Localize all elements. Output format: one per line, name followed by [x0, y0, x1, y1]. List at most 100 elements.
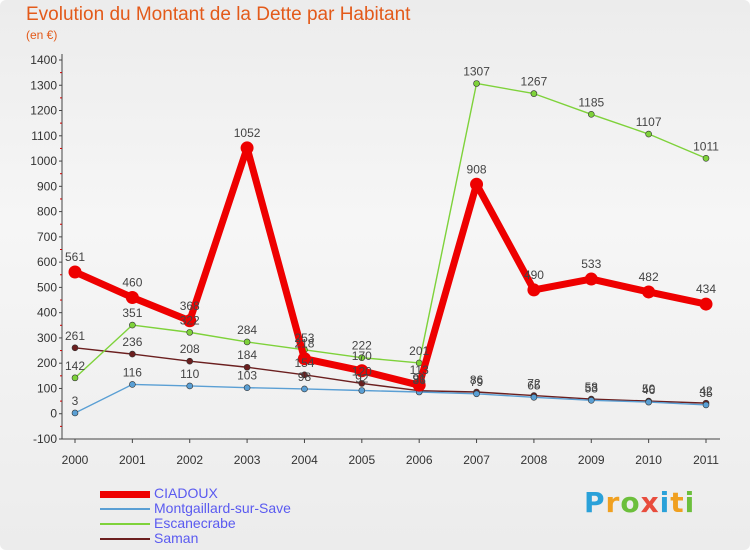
- data-point: [125, 291, 139, 305]
- data-label: 92: [355, 371, 369, 385]
- data-label: 72: [527, 377, 541, 391]
- data-label: 170: [352, 349, 372, 363]
- data-label: 184: [237, 348, 257, 362]
- y-tick-label: 1400: [30, 53, 57, 67]
- data-label: 42: [699, 384, 713, 398]
- y-tick-label: 700: [37, 230, 57, 244]
- data-point: [645, 398, 652, 406]
- data-label: 368: [180, 299, 200, 313]
- data-label: 86: [413, 373, 427, 387]
- data-label: 208: [180, 342, 200, 356]
- data-point: [530, 90, 538, 97]
- logo-letter: x: [640, 486, 660, 519]
- data-point: [186, 357, 194, 365]
- data-point: [702, 401, 710, 409]
- data-point: [699, 297, 713, 311]
- series-line-2: [74, 82, 707, 379]
- x-tick-label: 2007: [463, 453, 490, 467]
- data-point: [642, 285, 656, 299]
- data-point: [71, 374, 79, 382]
- data-label: 1267: [521, 75, 548, 89]
- legend-label: Escanecrabe: [154, 515, 236, 531]
- data-point: [473, 390, 480, 398]
- data-label: 1185: [578, 95, 604, 109]
- data-label: 35: [699, 386, 713, 400]
- data-label: 113: [410, 363, 429, 377]
- data-point: [129, 321, 136, 329]
- data-label: 50: [642, 382, 656, 396]
- x-tick-label: 2010: [635, 453, 662, 467]
- data-point: [129, 350, 136, 358]
- data-point: [645, 130, 652, 138]
- legend-label: Montgaillard-sur-Save: [154, 500, 291, 516]
- data-label: 1307: [463, 64, 490, 78]
- data-point: [186, 329, 194, 336]
- data-point: [243, 363, 251, 371]
- data-label: 218: [294, 337, 314, 351]
- data-point: [527, 283, 541, 297]
- data-point: [186, 382, 194, 390]
- data-label: 1052: [234, 126, 261, 140]
- legend-swatch: [100, 490, 150, 498]
- data-label: 561: [65, 250, 85, 264]
- data-point: [71, 409, 79, 417]
- data-point: [355, 364, 369, 378]
- data-point: [587, 397, 595, 404]
- data-point: [584, 272, 598, 286]
- data-label: 3: [72, 394, 79, 408]
- y-tick-label: 200: [37, 356, 57, 370]
- data-label: 46: [642, 383, 656, 397]
- legend-label: CIADOUX: [154, 485, 218, 501]
- y-tick-label: 400: [37, 306, 57, 320]
- x-tick-label: 2006: [406, 453, 433, 467]
- y-tick-label: 300: [37, 331, 57, 345]
- proxiti-logo: Proxiti: [584, 486, 695, 519]
- data-label: 116: [123, 365, 142, 379]
- legend-swatch: [100, 508, 150, 510]
- data-label: 322: [180, 313, 200, 327]
- data-label: 58: [585, 380, 599, 394]
- data-point: [240, 141, 254, 155]
- data-label: 261: [65, 329, 85, 343]
- logo-letter: o: [620, 486, 641, 519]
- y-tick-label: 500: [37, 280, 57, 294]
- data-label: 120: [352, 364, 372, 378]
- data-point: [243, 384, 251, 392]
- data-label: 86: [470, 373, 484, 387]
- chart-title: Evolution du Montant de la Dette par Hab…: [26, 4, 411, 25]
- y-tick-label: 800: [37, 205, 57, 219]
- y-tick-label: 0: [50, 407, 57, 421]
- logo-letter: P: [584, 486, 606, 519]
- legend-swatch: [100, 538, 150, 540]
- x-tick-label: 2003: [234, 453, 261, 467]
- series-line-1: [74, 383, 707, 414]
- data-point: [530, 394, 538, 401]
- data-point: [473, 80, 480, 87]
- data-label: 222: [352, 339, 372, 353]
- data-label: 79: [470, 375, 484, 389]
- logo-letter: t: [670, 486, 685, 519]
- x-tick-label: 2011: [693, 453, 719, 467]
- y-tick-label: 900: [37, 179, 57, 193]
- data-label: 110: [180, 367, 199, 381]
- data-label: 1011: [693, 139, 719, 153]
- logo-letter: i: [684, 486, 696, 519]
- chart-subtitle: (en €): [26, 28, 58, 42]
- legend-swatch: [100, 523, 150, 525]
- x-tick-label: 2000: [62, 453, 89, 467]
- data-label: 1107: [636, 115, 662, 129]
- data-point: [71, 344, 79, 352]
- data-label: 284: [237, 323, 257, 337]
- data-point: [301, 371, 308, 379]
- data-label: 908: [467, 162, 487, 176]
- data-label: 253: [294, 331, 314, 345]
- y-tick-label: 100: [37, 381, 57, 395]
- data-label: 53: [585, 381, 599, 395]
- data-label: 142: [65, 359, 85, 373]
- data-label: 91: [413, 372, 427, 386]
- logo-letter: i: [659, 486, 671, 519]
- y-tick-label: -100: [33, 432, 57, 446]
- data-point: [301, 385, 308, 393]
